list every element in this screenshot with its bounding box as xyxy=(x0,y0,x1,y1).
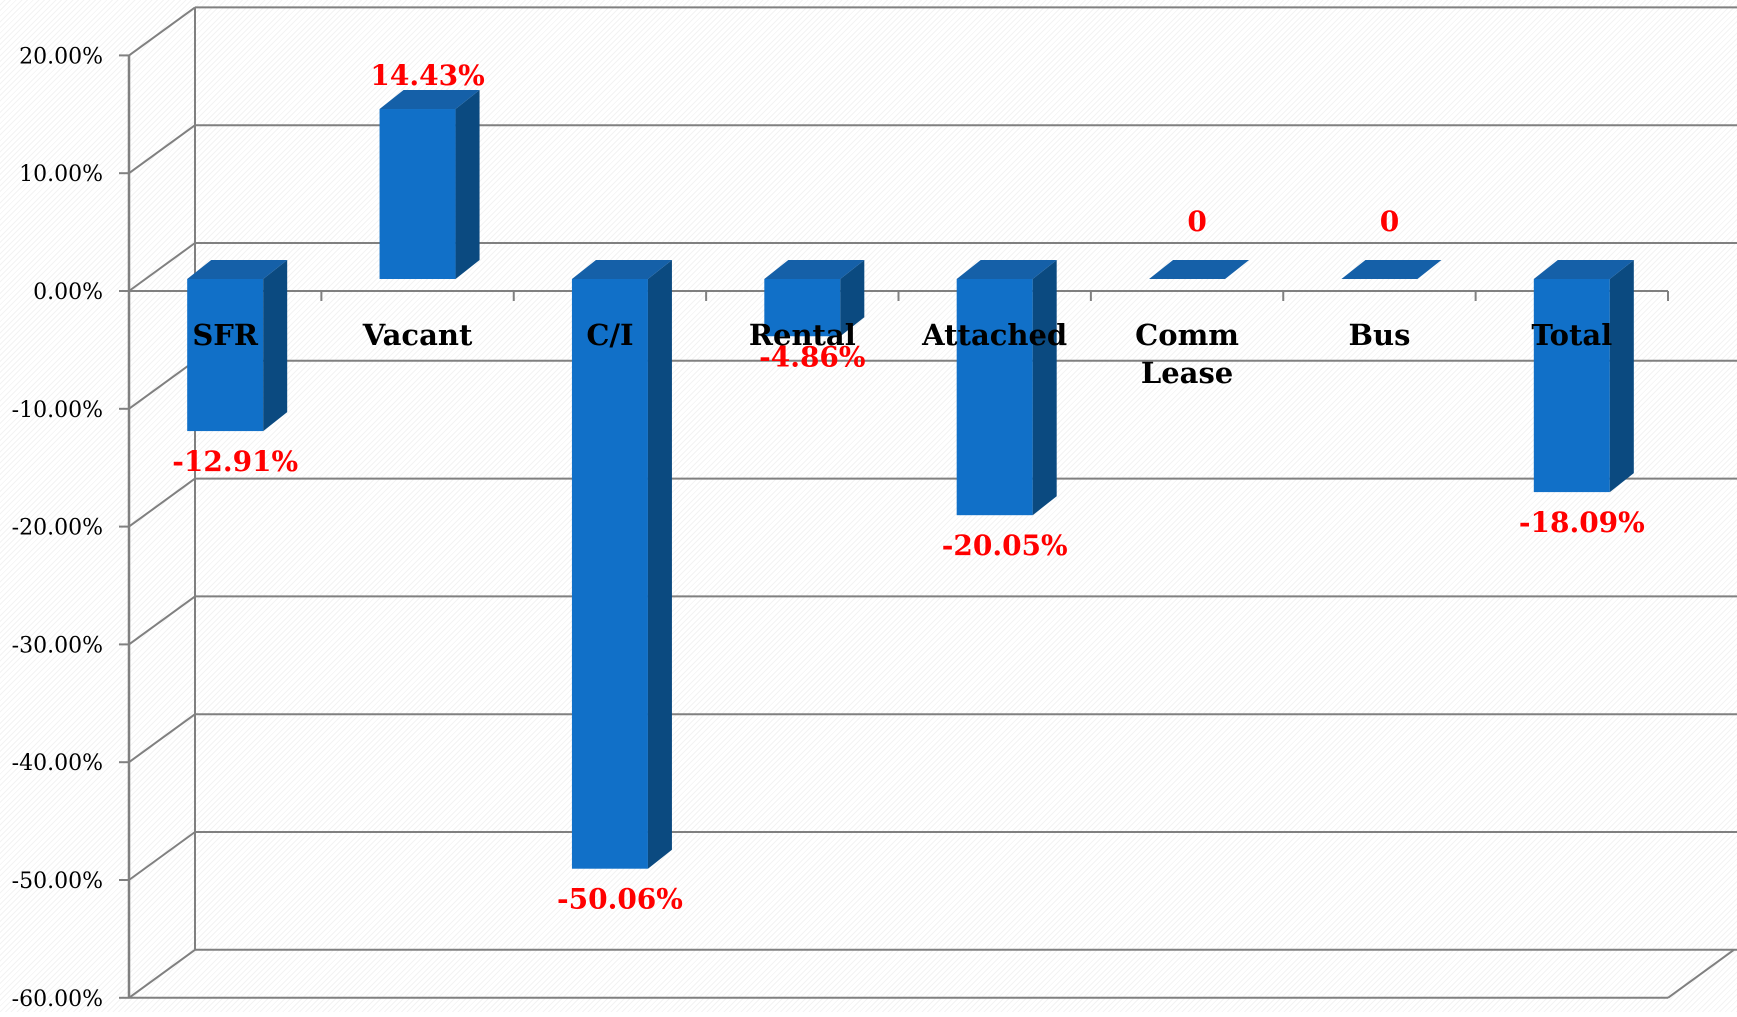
category-label: Rental xyxy=(749,318,856,352)
bar-top xyxy=(956,260,1057,279)
gridline-diagonal xyxy=(128,831,196,881)
y-tick-label: -20.00% xyxy=(12,516,103,541)
bar-side xyxy=(263,260,288,432)
bar-front xyxy=(956,279,1033,516)
data-label: 0 xyxy=(1380,205,1399,238)
gridline-diagonal xyxy=(128,124,196,175)
gridline-diagonal xyxy=(128,477,196,528)
bar-front xyxy=(187,279,264,432)
data-label: -18.09% xyxy=(1519,506,1645,539)
bar-side xyxy=(1609,260,1634,493)
category-label: SFR xyxy=(192,318,259,352)
bar-front xyxy=(379,109,456,279)
y-tick-label: -30.00% xyxy=(12,633,103,658)
bar-front xyxy=(571,279,648,869)
bar-front xyxy=(1533,279,1610,493)
bar xyxy=(764,260,865,337)
bar-side xyxy=(840,260,865,337)
y-tick-label: 20.00% xyxy=(19,44,103,69)
y-tick-label: 10.00% xyxy=(19,162,103,187)
data-label: 0 xyxy=(1187,205,1206,238)
gridline-diagonal xyxy=(128,6,196,57)
bar-top xyxy=(764,260,865,279)
data-label: 14.43% xyxy=(370,59,484,92)
bar xyxy=(379,90,480,279)
bar xyxy=(1149,260,1250,279)
bar xyxy=(956,260,1057,516)
bar-top xyxy=(1341,260,1442,279)
gridlines xyxy=(119,6,1737,999)
gridline-diagonal xyxy=(128,713,196,764)
y-axis-tick-labels: 20.00% 10.00% 0.00% -10.00% -20.00% -30.00% -4… xyxy=(12,44,103,1011)
bar-top xyxy=(1533,260,1634,279)
bar-side xyxy=(455,90,480,279)
gridline-diagonal xyxy=(128,359,196,410)
data-label: -20.05% xyxy=(942,529,1068,562)
bar xyxy=(1341,260,1442,279)
bar-top xyxy=(1149,260,1250,279)
y-tick-label: -40.00% xyxy=(12,751,103,776)
y-tick-label: -50.00% xyxy=(12,869,103,894)
category-label: C/I xyxy=(586,318,633,352)
bar-top xyxy=(571,260,672,279)
data-label: -50.06% xyxy=(557,883,683,916)
bar xyxy=(571,260,672,869)
y-tick-label: -60.00% xyxy=(12,987,103,1012)
category-label: Vacant xyxy=(362,318,473,352)
y-tick-label: 0.00% xyxy=(33,280,103,305)
bar-side xyxy=(1032,260,1057,516)
floor-right-edge xyxy=(1667,948,1735,999)
bar xyxy=(187,260,288,432)
bar-side xyxy=(647,260,672,869)
bar-top xyxy=(379,90,480,110)
gridline-diagonal xyxy=(128,595,196,646)
gridline-diagonal xyxy=(128,948,196,999)
category-label: Comm Lease xyxy=(1135,318,1239,390)
category-label: Total xyxy=(1531,318,1612,352)
y-tick-label: -10.00% xyxy=(12,398,103,423)
bar-front xyxy=(764,279,841,337)
bar-top xyxy=(187,260,288,279)
gridline-diagonal xyxy=(128,242,196,292)
category-label: Bus xyxy=(1348,318,1410,352)
bars xyxy=(187,90,1634,869)
bar xyxy=(1533,260,1634,493)
category-labels: SFR Vacant C/I Rental Attached Comm Lease Bus To… xyxy=(192,318,1612,390)
data-label: -12.91% xyxy=(172,445,298,478)
data-label: -4.86% xyxy=(759,340,865,373)
data-labels: -12.91% 14.43% -50.06% -4.86% -20.05% 0 0 -18.0… xyxy=(172,59,1645,916)
category-label: Attached xyxy=(921,318,1067,352)
